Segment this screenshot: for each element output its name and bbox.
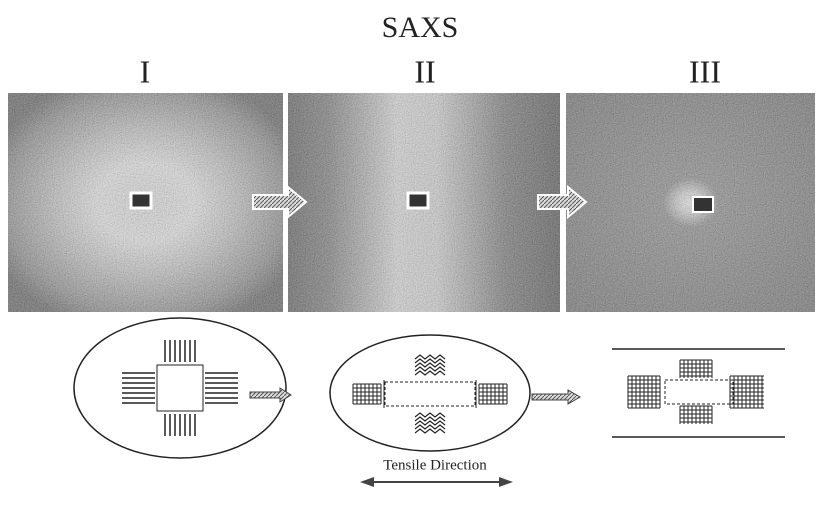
title: SAXS (382, 11, 459, 44)
double-arrow (360, 477, 513, 487)
schematic-isotropic (74, 318, 286, 458)
arrow (532, 390, 580, 404)
saxs-pattern (8, 93, 283, 312)
saxs-pattern (288, 93, 560, 312)
lamella (415, 371, 445, 375)
saxs-pattern (566, 93, 815, 312)
schematic-stretched (330, 335, 530, 451)
panel-label: III (689, 53, 721, 89)
panel-label: II (414, 53, 435, 89)
lamella (415, 429, 445, 433)
tensile-direction-label: Tensile Direction (383, 457, 487, 473)
panel-label: I (140, 53, 151, 89)
figure: SAXS I II III Tensile Direction (0, 0, 822, 508)
schematic-fibrillar (612, 349, 785, 437)
